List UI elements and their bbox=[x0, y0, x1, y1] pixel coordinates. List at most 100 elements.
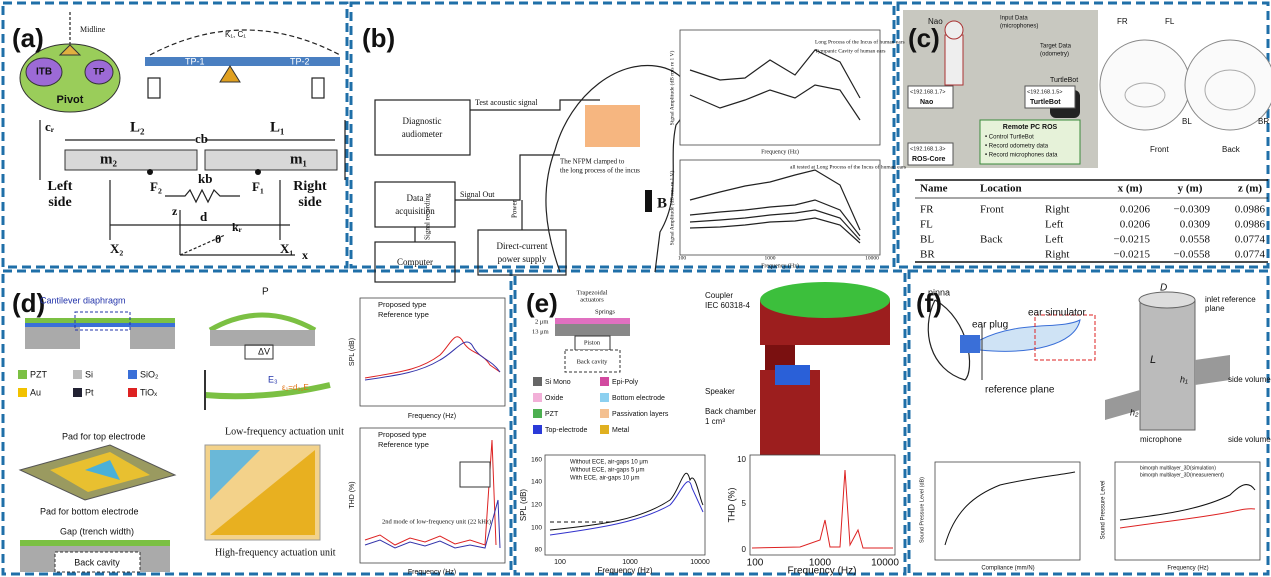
figure-text: ΔV bbox=[258, 346, 270, 356]
figure-text: THD (%) bbox=[349, 481, 356, 508]
panel-label: (c) bbox=[908, 23, 940, 53]
table-header: Location bbox=[980, 183, 1022, 195]
figure-text: Right bbox=[293, 179, 327, 194]
figure-text: microphone bbox=[1140, 435, 1182, 444]
figure-text: FR bbox=[1117, 17, 1128, 26]
table-cell: −0.0215 bbox=[1114, 234, 1151, 246]
figure-text: IEC 60318-4 bbox=[705, 301, 750, 310]
figure-text: 1000 bbox=[622, 559, 638, 566]
figure-text: PZT bbox=[545, 411, 559, 418]
table-cell: FL bbox=[920, 219, 933, 231]
figure-text: Tympanic Cavity of human ears bbox=[815, 47, 886, 54]
panel-c-drawing bbox=[903, 10, 1271, 263]
figure-text: Frequency (Hz) bbox=[597, 566, 652, 575]
figure-text: side volume 2 bbox=[1228, 435, 1271, 444]
table-cell: BR bbox=[920, 249, 935, 261]
figure-text: E₃ bbox=[268, 374, 278, 384]
figure-text: X₁ bbox=[280, 241, 293, 256]
figure-text: Bottom electrode bbox=[612, 395, 665, 402]
figure-text: Frequency (Hz) bbox=[761, 262, 799, 269]
figure-text: 1000 bbox=[809, 558, 832, 569]
figure-text: m₁ bbox=[290, 151, 307, 167]
figure-text: Reference type bbox=[378, 440, 429, 449]
panel-b-drawing bbox=[374, 29, 881, 283]
figure-text: Nao bbox=[920, 99, 933, 106]
panel-f-drawing bbox=[927, 291, 1261, 561]
figure-text: K₁, C₁ bbox=[225, 30, 246, 39]
figure-text: Frequency (Hz) bbox=[408, 413, 456, 420]
figure-text: Sound Pressure Level bbox=[1101, 480, 1107, 539]
figure-text: actuators bbox=[580, 296, 604, 303]
table-cell: 0.0206 bbox=[1120, 204, 1151, 216]
panel-label: (f) bbox=[916, 288, 942, 318]
figure-text: Reference type bbox=[378, 310, 429, 319]
figure-text: Pad for top electrode bbox=[62, 431, 146, 441]
figure-text: 0 bbox=[742, 545, 747, 554]
figure-text: <192.168.1.5> bbox=[1027, 89, 1062, 95]
figure-text: F₁ bbox=[252, 179, 264, 194]
figure-text: Frequency (Hz) bbox=[788, 566, 857, 577]
figure-text: SPL (dB) bbox=[519, 489, 528, 521]
figure-text: PZT bbox=[30, 369, 48, 379]
figure-text: bimorph multilayer_3D(simulation) bbox=[1140, 465, 1216, 471]
table-cell: −0.0215 bbox=[1114, 249, 1151, 261]
figure-text: 2 μm bbox=[535, 318, 548, 325]
figure-text: Signal Amplitude (dB rms re 1 V) bbox=[668, 170, 675, 245]
figure-text: The NFPM clamped to bbox=[560, 158, 625, 166]
figure-text: 10000 bbox=[690, 559, 710, 566]
figure-text: Gap (trench width) bbox=[60, 526, 134, 536]
table-cell: BL bbox=[920, 234, 934, 246]
figure-text: Au bbox=[30, 387, 41, 397]
figure-text: 160 bbox=[531, 457, 542, 464]
panel-label: (a) bbox=[12, 23, 44, 53]
figure-text: Compliance (mm/N) bbox=[981, 566, 1034, 572]
figure-text: FL bbox=[1165, 17, 1175, 26]
figure-text: SiO₂ bbox=[140, 369, 159, 379]
figure-text: 5 bbox=[742, 499, 747, 508]
figure-text: Back cavity bbox=[577, 358, 609, 365]
table-cell: 0.0206 bbox=[1120, 219, 1151, 231]
figure-text: Midline bbox=[80, 25, 106, 34]
figure-text: Data bbox=[407, 193, 424, 203]
figure-text: Without ECE, air-gaps 10 μm bbox=[570, 460, 648, 466]
figure-text: L₁ bbox=[270, 119, 285, 135]
figure-text: h₁ bbox=[1180, 374, 1188, 384]
figure-text: acquisition bbox=[395, 206, 435, 216]
figure-text: (odometry) bbox=[1040, 52, 1069, 58]
table-cell: −0.0558 bbox=[1174, 249, 1211, 261]
figure-text: cᵣ bbox=[45, 119, 55, 134]
table-cell: Right bbox=[1045, 204, 1069, 216]
figure-text: all tested at Long Process of the Incus … bbox=[790, 163, 906, 170]
figure-text: TP-2 bbox=[290, 56, 310, 66]
figure-text: Power bbox=[511, 199, 519, 218]
figure-text: 120 bbox=[531, 502, 542, 509]
figure-text: Signal Out bbox=[460, 190, 495, 199]
table-cell: 0.0986 bbox=[1235, 219, 1266, 231]
table-header: x (m) bbox=[1118, 183, 1143, 195]
figure-text: Speaker bbox=[705, 387, 735, 396]
figure-text: Front bbox=[1150, 145, 1169, 154]
figure-text: Frequency (Hz) bbox=[1167, 566, 1208, 572]
figure-text: Back bbox=[1222, 145, 1241, 154]
figure-text: kᵣ bbox=[232, 220, 242, 234]
figure-text: Proposed type bbox=[378, 300, 426, 309]
table-cell: 0.0558 bbox=[1180, 234, 1211, 246]
figure-text: Springs bbox=[595, 308, 615, 315]
figure-text: TurtleBot bbox=[1050, 77, 1078, 84]
figure-text: Pt bbox=[85, 387, 94, 397]
figure-text: Target Data bbox=[1040, 44, 1072, 50]
figure-text: kb bbox=[198, 171, 212, 186]
figure-text: Computer bbox=[397, 257, 433, 267]
panel-label: (b) bbox=[362, 23, 395, 53]
figure-text: 2nd mode of low-frequency unit (22 kHz) bbox=[382, 518, 491, 525]
table-cell: Back bbox=[980, 234, 1003, 246]
figure-text: Cantilever diaphragm bbox=[40, 295, 126, 305]
figure-text: 100 bbox=[531, 525, 542, 532]
figure-text: D bbox=[1160, 283, 1167, 294]
figure-text: Sound Pressure Level (dB) bbox=[919, 477, 925, 543]
figure-text: h₂ bbox=[1130, 407, 1139, 417]
figure-text: inlet reference bbox=[1205, 295, 1256, 304]
figure-text: Pivot bbox=[57, 94, 84, 106]
figure-text: TiOₓ bbox=[140, 387, 157, 397]
